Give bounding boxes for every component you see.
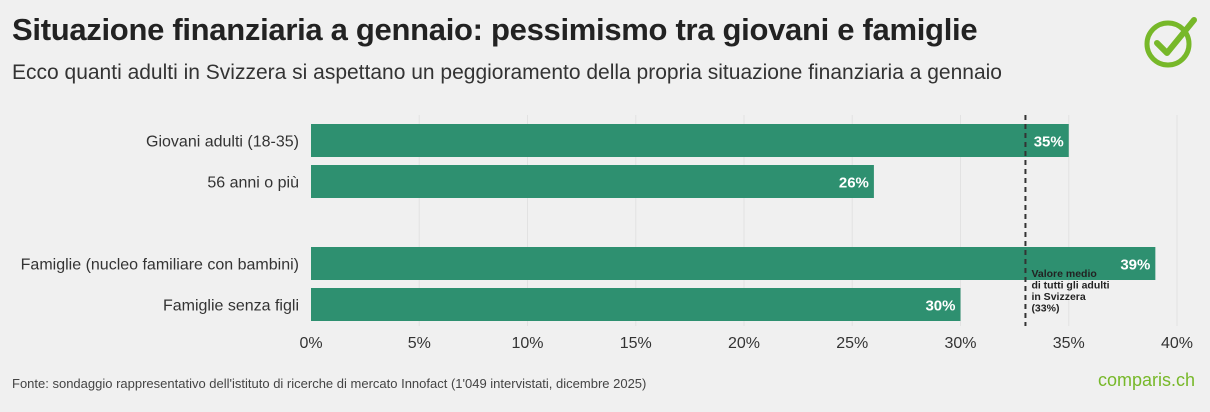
x-tick-label: 10%	[511, 335, 543, 352]
x-tick-label: 40%	[1161, 335, 1193, 352]
source-note: Fonte: sondaggio rappresentativo dell'is…	[12, 376, 647, 391]
average-reference-label: di tutti gli adulti	[1031, 280, 1109, 292]
bar	[311, 247, 1156, 280]
brand-logo: comparis.ch	[1098, 370, 1196, 390]
x-tick-label: 15%	[620, 335, 652, 352]
x-tick-label: 30%	[944, 335, 976, 352]
bar	[311, 288, 961, 321]
bar-value-label: 30%	[925, 298, 955, 315]
checkmark-circle-icon	[1144, 17, 1197, 68]
bars: 35% 26% 39% 30%	[311, 124, 1156, 321]
category-label: Famiglie (nucleo familiare con bambini)	[21, 257, 299, 274]
x-tick-label: 5%	[408, 335, 431, 352]
bar-value-label: 35%	[1034, 134, 1064, 151]
average-reference-label: in Svizzera	[1031, 291, 1085, 303]
chart-title: Situazione finanziaria a gennaio: pessim…	[12, 12, 978, 47]
x-tick-label: 0%	[299, 335, 322, 352]
bar	[311, 165, 874, 198]
chart-subtitle: Ecco quanti adulti in Svizzera si aspett…	[12, 61, 1002, 84]
x-axis-ticks: 0% 5% 10% 15% 20% 25% 30% 35% 40%	[299, 335, 1193, 352]
bar-value-label: 26%	[839, 175, 869, 192]
x-tick-label: 25%	[836, 335, 868, 352]
bar-value-label: 39%	[1120, 257, 1150, 274]
category-label: Giovani adulti (18-35)	[146, 134, 299, 151]
x-tick-label: 20%	[728, 335, 760, 352]
average-reference-label: Valore medio	[1031, 268, 1096, 280]
category-label: Famiglie senza figli	[163, 298, 299, 315]
category-label: 56 anni o più	[207, 175, 299, 192]
x-tick-label: 35%	[1053, 335, 1085, 352]
category-labels: Giovani adulti (18-35) 56 anni o più Famig…	[21, 134, 299, 315]
average-reference-label: (33%)	[1031, 303, 1059, 315]
bar	[311, 124, 1069, 157]
